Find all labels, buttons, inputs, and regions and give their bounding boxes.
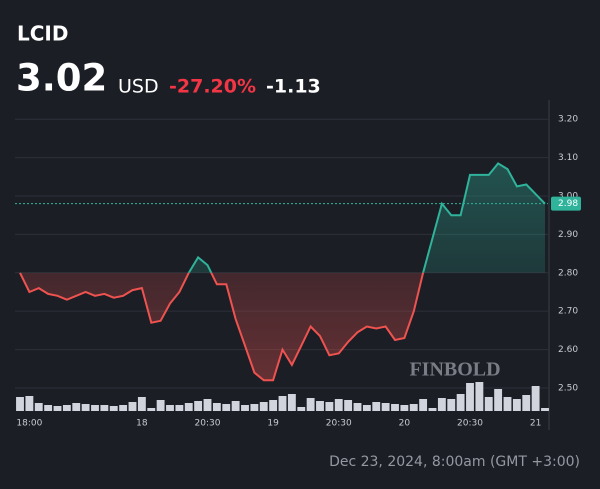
volume-bar <box>212 403 221 411</box>
volume-bar <box>175 405 184 411</box>
x-tick-label: 19 <box>267 419 279 429</box>
volume-bar <box>419 399 428 411</box>
volume-bar <box>91 405 99 411</box>
volume-bar <box>316 401 324 411</box>
x-tick-label: 20 <box>399 419 411 429</box>
volume-bar <box>241 405 249 411</box>
volume-bar <box>194 401 203 411</box>
x-tick-label: 18 <box>136 419 148 429</box>
y-tick-label: 3.10 <box>558 153 578 163</box>
y-tick-label: 2.90 <box>558 230 578 240</box>
x-tick-label: 20:30 <box>457 419 483 429</box>
volume-bar <box>147 408 156 411</box>
volume-bar <box>409 404 418 411</box>
volume-bar <box>428 408 437 411</box>
area-down <box>20 272 545 381</box>
volume-bar <box>166 405 174 411</box>
volume-bar <box>109 406 118 411</box>
area-up <box>188 163 545 273</box>
watermark: FINBOLD <box>409 359 500 381</box>
volume-bar <box>34 403 43 411</box>
y-tick-label: 2.60 <box>558 345 578 355</box>
y-tick-label: 2.80 <box>558 268 578 278</box>
x-tick-label: 20:30 <box>326 419 352 429</box>
y-tick-label: 3.00 <box>558 191 578 201</box>
volume-bar <box>184 403 193 411</box>
price: 3.02 <box>16 57 107 100</box>
symbol: LCID <box>17 22 68 46</box>
volume-bar <box>362 405 371 411</box>
volume-bar <box>137 397 146 411</box>
volume-bar <box>250 404 259 411</box>
y-tick-label: 2.50 <box>558 383 578 393</box>
volume-bar <box>353 403 362 411</box>
volume-bar <box>503 397 512 411</box>
volume-bar <box>494 389 503 411</box>
volume-bar <box>44 405 53 411</box>
last-value-box <box>551 196 581 211</box>
line-down <box>19 272 425 382</box>
change-percent: -27.20% <box>169 76 256 98</box>
volume-bar <box>334 399 343 411</box>
volume-bar <box>128 402 137 411</box>
volume-bar <box>484 397 493 411</box>
volume-bar <box>203 399 212 411</box>
x-tick-label: 20:30 <box>195 419 221 429</box>
volume-bar <box>391 404 399 411</box>
volume-bar <box>306 398 315 411</box>
volume-bar <box>156 400 165 411</box>
last-value-label: 2.98 <box>558 199 578 209</box>
volume-bar <box>72 403 81 411</box>
volume-bar <box>531 386 540 411</box>
volume-bar <box>81 404 90 411</box>
volume-bar <box>475 382 484 411</box>
volume-bar <box>447 399 456 411</box>
timestamp: Dec 23, 2024, 8:00am (GMT +3:00) <box>329 454 580 470</box>
volume-bar <box>53 406 62 411</box>
y-tick-label: 3.20 <box>558 115 578 125</box>
volume-bar <box>400 405 409 411</box>
volume-bar <box>25 396 34 411</box>
volume-bar <box>278 396 287 411</box>
volume-bar <box>287 394 296 411</box>
x-tick-label: 18:00 <box>16 419 42 429</box>
volume-bar <box>259 402 268 411</box>
volume-bar <box>297 407 306 411</box>
volume-bar <box>437 398 446 411</box>
volume-bar <box>541 408 549 411</box>
volume-bar <box>456 394 465 411</box>
y-tick-label: 2.70 <box>558 307 578 317</box>
volume-bar <box>372 402 381 411</box>
currency: USD <box>118 76 159 98</box>
volume-bar <box>325 402 334 411</box>
volume-bar <box>62 405 71 411</box>
volume-bar <box>100 405 109 411</box>
volume-bar <box>381 403 390 411</box>
volume-bar <box>466 383 474 411</box>
volume-bar <box>231 401 240 411</box>
volume-bar <box>512 399 521 411</box>
change: -1.13 <box>266 76 321 98</box>
line-up <box>20 162 546 273</box>
volume-bar <box>522 395 531 411</box>
volume-bar <box>344 400 353 411</box>
x-tick-label: 21 <box>530 419 541 429</box>
volume-bar <box>119 405 128 411</box>
volume-bar <box>222 404 231 411</box>
volume-bar <box>269 400 278 411</box>
volume-bar <box>16 397 24 411</box>
